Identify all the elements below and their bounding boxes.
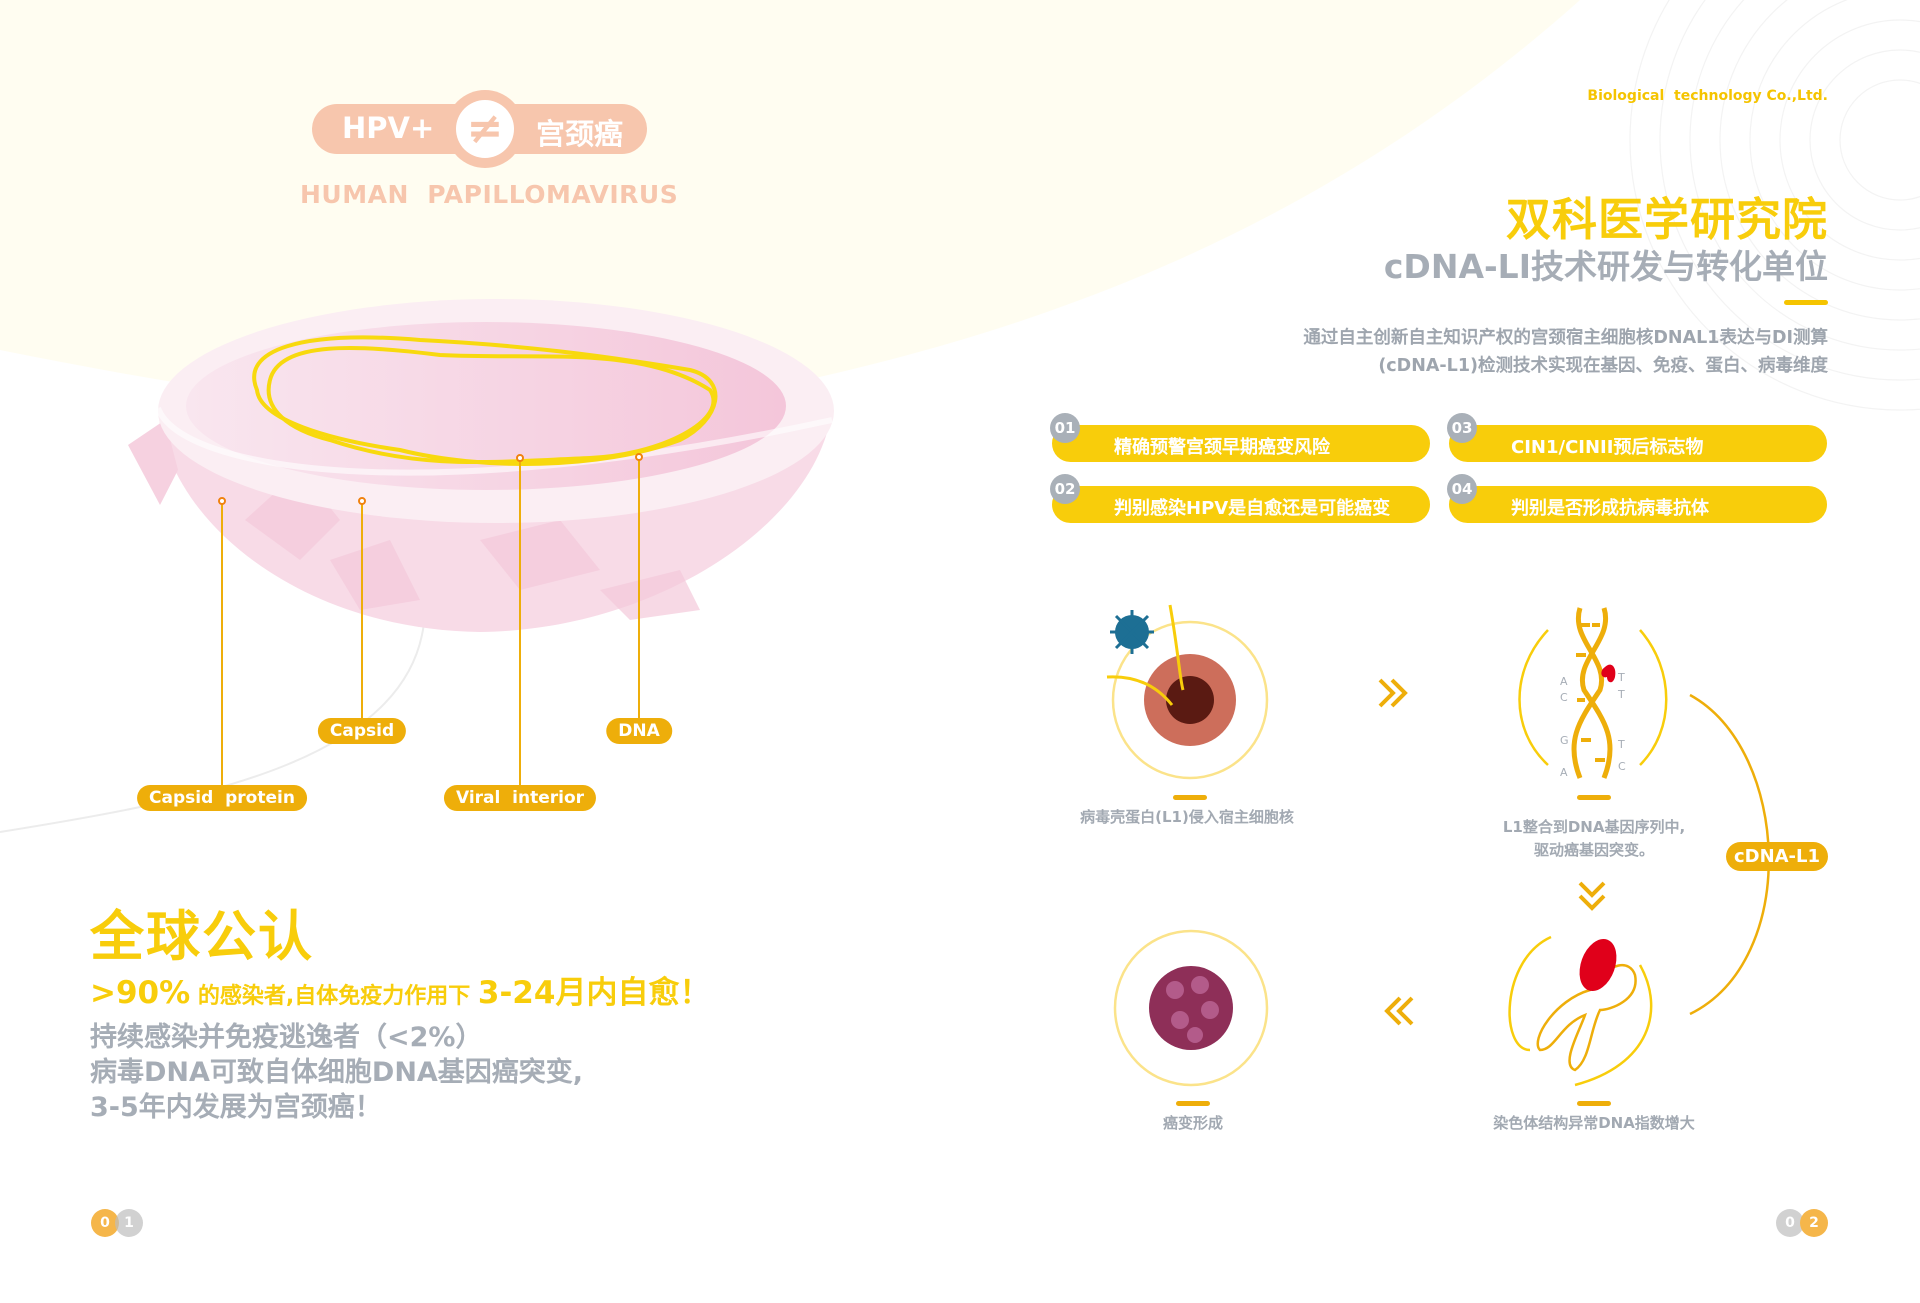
cdna-l1-badge: cDNA-L1 <box>1726 842 1828 871</box>
caption-line: 驱动癌基因突变。 <box>1533 841 1654 859</box>
page-number-digit: 0 <box>91 1209 119 1237</box>
stat-value: >90% <box>90 975 191 1011</box>
feature-number: 02 <box>1050 474 1080 504</box>
description-line: (cDNA-L1)检测技术实现在基因、免疫、蛋白、病毒维度 <box>1378 356 1828 376</box>
description-line: 通过自主创新自主知识产权的宫颈宿主细胞核DNAL1表达与DI测算 <box>1303 328 1828 348</box>
caption-line: L1整合到DNA基因序列中, <box>1502 818 1686 836</box>
feature-pill: 01 精确预警宫颈早期癌变风险 <box>1050 413 1430 462</box>
step2-caption: L1整合到DNA基因序列中, 驱动癌基因突变。 <box>1503 816 1685 862</box>
feature-text: 精确预警宫颈早期癌变风险 <box>1114 437 1330 458</box>
base-letter: G <box>1560 734 1569 747</box>
virus-hemisphere-illustration <box>128 299 834 785</box>
chevron-right-icon <box>1378 678 1408 708</box>
step-bar <box>1577 795 1611 800</box>
badge-left-text: HPV+ <box>342 111 435 145</box>
stat-text: 的感染者,自体免疫力作用下 <box>190 984 478 1009</box>
label-viral-interior: Viral interior <box>443 785 597 811</box>
feature-number: 04 <box>1447 474 1477 504</box>
label-capsid-protein: Capsid protein <box>137 785 307 811</box>
dna-helix-icon <box>1571 607 1613 779</box>
consensus-details: 持续感染并免疫逃逸者（<2%） 病毒DNA可致自体细胞DNA基因癌突变, 3-5… <box>90 1020 583 1125</box>
chromosome-icon <box>1536 963 1637 1072</box>
feature-number: 01 <box>1050 413 1080 443</box>
step1-caption: 病毒壳蛋白(L1)侵入宿主细胞核 <box>1080 808 1294 826</box>
accent-bar <box>1784 300 1828 305</box>
base-letter: A <box>1560 766 1568 779</box>
page-subtitle: cDNA-LI技术研发与转化单位 <box>1383 247 1828 286</box>
base-letter: T <box>1618 688 1625 701</box>
step3-caption: 染色体结构异常DNA指数增大 <box>1493 1114 1695 1132</box>
cell-circle <box>1111 620 1269 780</box>
base-letter: A <box>1560 675 1568 688</box>
dna-ring-icon <box>252 335 718 466</box>
base-letter: C <box>1560 691 1568 704</box>
feature-pill: 02 判别感染HPV是自愈还是可能癌变 <box>1050 474 1430 523</box>
page-number-digit: 1 <box>115 1209 143 1237</box>
step4-caption: 癌变形成 <box>1162 1114 1224 1132</box>
step-bar <box>1173 795 1207 800</box>
base-letter: C <box>1618 760 1626 773</box>
detail-line: 病毒DNA可致自体细胞DNA基因癌突变, <box>90 1057 584 1088</box>
feature-pill: 04 判别是否形成抗病毒抗体 <box>1447 474 1827 523</box>
badge-right-text: 宫颈癌 <box>535 117 623 151</box>
description: 通过自主创新自主知识产权的宫颈宿主细胞核DNAL1表达与DI测算 (cDNA-L… <box>1303 324 1828 380</box>
virus-icon <box>1110 610 1154 654</box>
gray-curve-decoration <box>0 609 426 833</box>
page-number-digit: 2 <box>1800 1209 1828 1237</box>
chevron-down-icon <box>1578 881 1606 911</box>
base-letter: T <box>1618 671 1625 684</box>
step-bar <box>1176 1101 1210 1106</box>
feature-pill: 03 CIN1/CINII预后标志物 <box>1447 413 1827 462</box>
cancer-circle <box>1113 929 1269 1087</box>
base-letter: T <box>1618 738 1625 751</box>
concentric-rings-decoration <box>1629 0 1920 411</box>
feature-number: 03 <box>1447 413 1477 443</box>
company-name: Biological technology Co.,Ltd. <box>1587 88 1828 104</box>
label-capsid: Capsid <box>317 718 407 744</box>
badge-subtitle: HUMAN PAPILLOMAVIRUS <box>300 180 679 209</box>
not-equal-icon: ≠ <box>446 90 524 168</box>
stat-highlight: 3-24月内自愈！ <box>477 975 711 1011</box>
detail-line: 3-5年内发展为宫颈癌！ <box>90 1092 382 1123</box>
label-dna: DNA <box>606 718 672 744</box>
page-title: 双科医学研究院 <box>1505 193 1828 246</box>
consensus-title: 全球公认 <box>90 905 314 968</box>
chevron-left-icon <box>1384 996 1414 1026</box>
detail-line: 持续感染并免疫逃逸者（<2%） <box>90 1022 483 1053</box>
consensus-stat: >90% 的感染者,自体免疫力作用下 3-24月内自愈！ <box>90 967 710 1012</box>
step-bar <box>1577 1101 1611 1106</box>
flow-diagram <box>1106 604 1770 1087</box>
feature-text: 判别感染HPV是自愈还是可能癌变 <box>1114 498 1391 519</box>
feature-text: 判别是否形成抗病毒抗体 <box>1511 498 1709 519</box>
feature-text: CIN1/CINII预后标志物 <box>1511 437 1704 458</box>
page-number-digit: 0 <box>1776 1209 1804 1237</box>
